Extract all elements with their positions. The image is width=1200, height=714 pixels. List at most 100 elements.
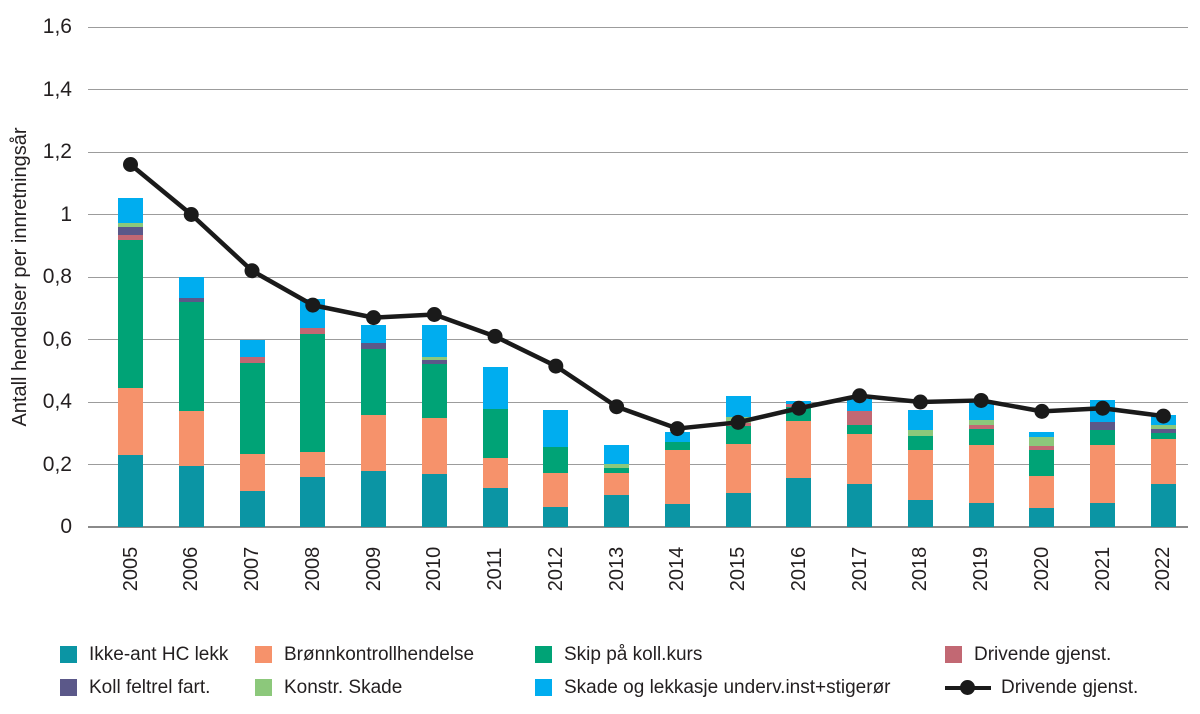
y-tick-label: 0,2 [42, 452, 72, 476]
plot-area [88, 26, 1188, 528]
bar-segment [543, 472, 569, 507]
trend-data-point [609, 399, 625, 415]
y-tick-label: 0,8 [42, 265, 72, 288]
bar-segment [968, 401, 994, 421]
bar-segment [482, 487, 508, 527]
y-tick-label: 1 [60, 202, 72, 226]
bar-segment [543, 410, 569, 447]
bar-segment [1150, 438, 1176, 485]
legend-label: Drivende gjenst. [974, 643, 1112, 665]
bar-segment [118, 387, 143, 456]
bar-segment [664, 503, 690, 527]
trend-data-point [244, 263, 260, 279]
bar-segment [1150, 484, 1176, 527]
x-tick-label: 2022 [1152, 546, 1175, 592]
bar-segment [300, 327, 326, 335]
x-tick-label: 2019 [970, 546, 993, 592]
bar-segment [725, 444, 751, 493]
bar-segment [786, 420, 812, 478]
bar-segment [968, 444, 994, 504]
trend-data-point [1095, 400, 1111, 416]
bar-segment [604, 445, 630, 464]
bar-segment [300, 452, 326, 477]
legend-item: Skip på koll.kurs [535, 644, 945, 666]
legend-swatch-icon [255, 646, 272, 663]
trend-data-point [1155, 408, 1171, 424]
x-tick-label: 2010 [423, 546, 446, 592]
bar-segment [1090, 430, 1116, 445]
legend-swatch-icon [535, 646, 552, 663]
trend-data-point [669, 421, 685, 437]
y-tick-label: 1,2 [42, 140, 72, 163]
legend-swatch-icon [60, 679, 77, 696]
legend-line-dot [960, 680, 975, 695]
bar-segment [178, 277, 204, 299]
gridline [88, 214, 1188, 215]
legend-item: Brønnkontrollhendelse [255, 644, 535, 666]
bar-segment [1029, 508, 1055, 527]
bar-segment [482, 457, 508, 488]
trend-data-point [548, 358, 564, 374]
bar-segment [1029, 432, 1055, 437]
bar-segment [847, 411, 873, 425]
bar-segment [482, 409, 508, 458]
x-tick-label: 2018 [909, 546, 932, 592]
legend-swatch-icon [535, 679, 552, 696]
trend-data-point [852, 388, 868, 404]
bar-segment [118, 222, 143, 227]
legend-label: Drivende gjenst. [1001, 676, 1139, 698]
bar-segment [847, 484, 873, 527]
legend-label: Ikke-ant HC lekk [89, 643, 229, 665]
bar-segment [1090, 444, 1116, 504]
x-tick-label: 2011 [484, 547, 507, 591]
bar-segment [1090, 503, 1116, 527]
bar-segment [604, 463, 630, 468]
x-axis-line [88, 526, 1188, 528]
bar-segment [118, 197, 143, 223]
x-tick-label: 2007 [241, 546, 264, 592]
legend: Ikke-ant HC lekk Brønnkontrollhendelse Ski… [60, 638, 1192, 704]
bar-segment [421, 363, 447, 418]
bar-segment [361, 342, 387, 349]
x-tick-label: 2020 [1030, 546, 1053, 592]
trend-data-point [1034, 403, 1050, 419]
trend-data-point [730, 414, 746, 430]
bar-segment [300, 477, 326, 527]
bar-segment [847, 424, 873, 434]
bar-segment [604, 467, 630, 474]
bar-segment [1029, 450, 1055, 477]
bar-segment [907, 500, 933, 527]
legend-label: Skip på koll.kurs [564, 643, 703, 665]
bar-segment [968, 503, 994, 527]
bar-segment [847, 398, 873, 412]
bar-segment [543, 506, 569, 527]
bar-segment [907, 450, 933, 501]
bar-segment [118, 455, 143, 527]
bar-segment [239, 453, 265, 492]
bar-segment [239, 362, 265, 454]
y-tick-label: 0,4 [42, 390, 72, 413]
trend-data-point [791, 400, 807, 416]
bar-segment [725, 396, 751, 418]
legend-swatch-icon [255, 679, 272, 696]
bar-segment [664, 431, 690, 443]
bar-segment [178, 298, 204, 303]
bar-segment [968, 428, 994, 445]
legend-item: Koll feltrel fart. [60, 677, 255, 699]
legend-label: Konstr. Skade [284, 676, 403, 698]
bar-segment [361, 348, 387, 415]
bar-segment [239, 491, 265, 527]
bar-segment [421, 417, 447, 474]
legend-label: Brønnkontrollhendelse [284, 643, 475, 665]
bar-segment [239, 339, 265, 357]
bar-segment [1150, 428, 1176, 434]
trend-data-point [487, 328, 503, 344]
y-tick-label: 0,6 [42, 327, 72, 351]
gridline [88, 339, 1188, 340]
bar-segment [239, 356, 265, 363]
y-tick-label: 0 [60, 515, 72, 538]
bar-segment [543, 446, 569, 473]
bar-segment [725, 492, 751, 527]
bar-segment [907, 410, 933, 431]
gridline [88, 276, 1188, 278]
